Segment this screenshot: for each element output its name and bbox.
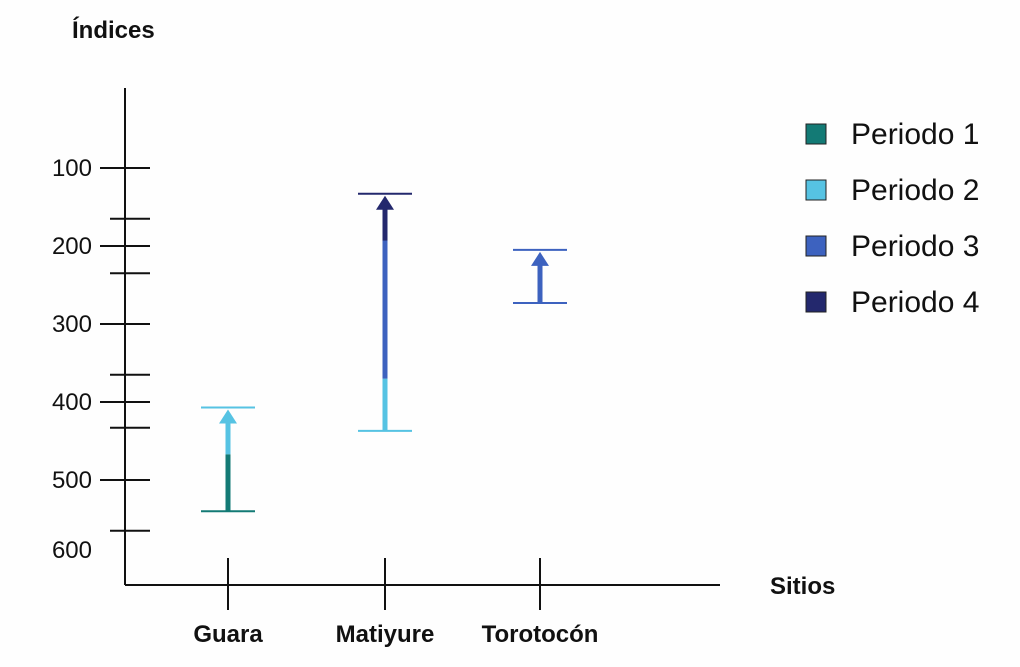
x-category-label: Torotocón [482, 621, 599, 648]
x-categories: Guara Matiyure Torotocón [193, 558, 598, 648]
y-axis-title: Índices [72, 16, 155, 44]
range-arrow-head [531, 251, 549, 266]
site-ranges [201, 192, 567, 513]
y-tick-label: 500 [52, 467, 92, 494]
y-tick-label: 300 [52, 311, 92, 338]
range-arrow-head [376, 195, 394, 210]
legend-swatch [805, 179, 827, 201]
range-arrow-head [219, 409, 237, 424]
y-tick-label: 600 [52, 537, 92, 564]
legend-label: Periodo 1 [851, 118, 979, 151]
y-tick-label: 400 [52, 389, 92, 416]
legend-swatch [805, 291, 827, 313]
range-matiyure [358, 192, 412, 432]
y-tick-label: 100 [52, 155, 92, 182]
x-axis-title: Sitios [770, 573, 835, 600]
range-torotocón [513, 248, 567, 304]
y-ticks: 100 200 300 400 500 600 [52, 155, 150, 564]
y-tick-label: 200 [52, 233, 92, 260]
range-guara [201, 406, 255, 513]
legend-swatch [805, 123, 827, 145]
x-category-label: Guara [193, 621, 263, 648]
legend-label: Periodo 2 [851, 174, 979, 207]
legend: Periodo 1 Periodo 2 Periodo 3 Periodo 4 [805, 118, 979, 319]
legend-label: Periodo 3 [851, 230, 979, 263]
legend-swatch [805, 235, 827, 257]
x-category-label: Matiyure [336, 621, 435, 648]
legend-label: Periodo 4 [851, 286, 979, 319]
